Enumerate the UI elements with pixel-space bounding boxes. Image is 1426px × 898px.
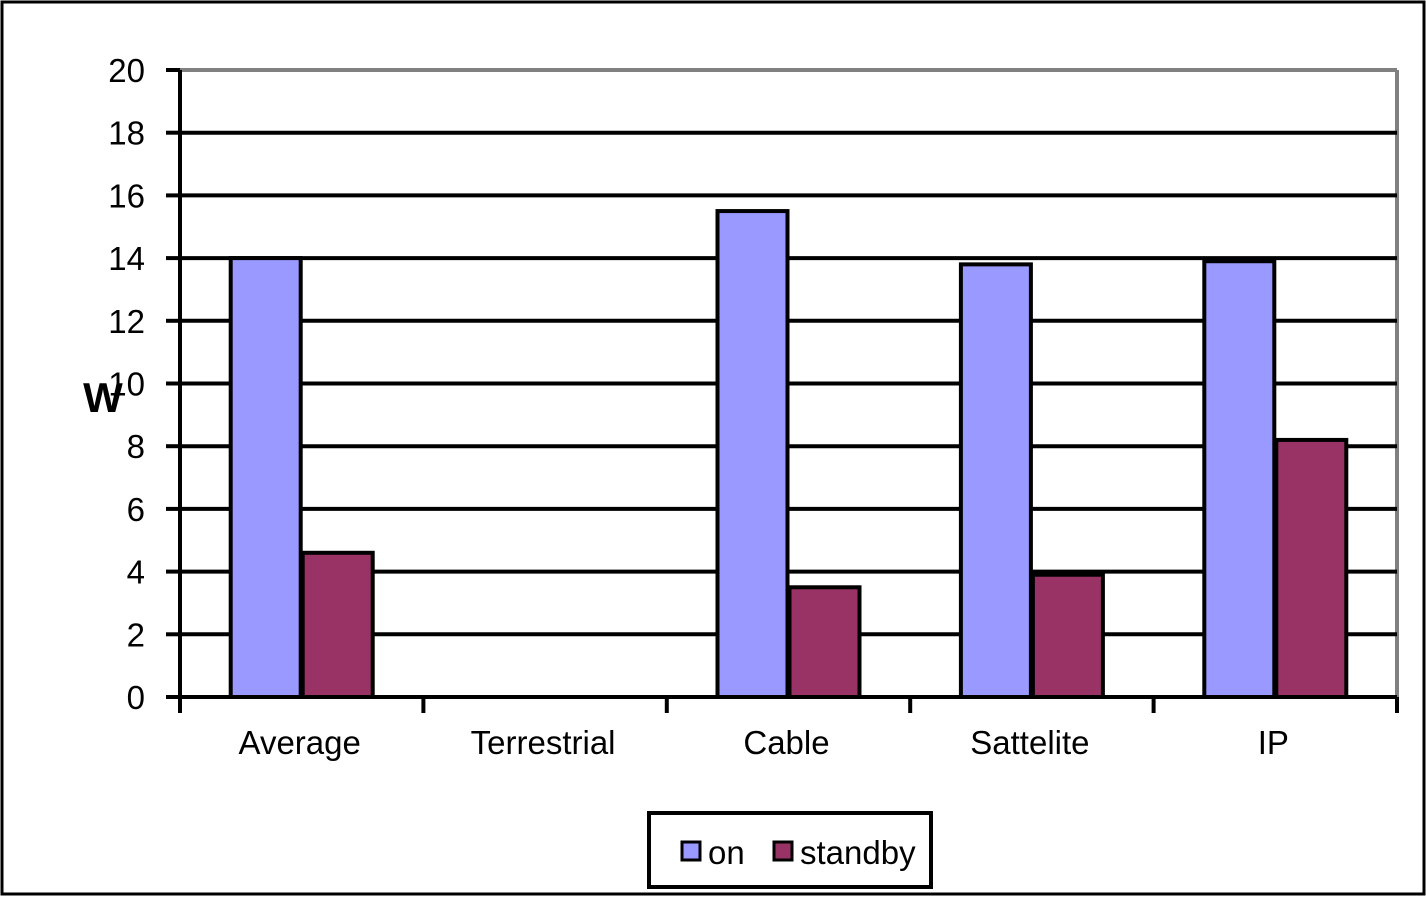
bar-standby-cable [787,585,862,700]
y-tick-labels: 0 2 4 6 8 10 12 14 16 18 20 [108,52,145,716]
bar-standby-sattelite [1030,572,1105,699]
x-tick-label-average: Average [239,724,361,761]
bars [228,209,1349,700]
y-axis-label: W [83,374,123,421]
y-tick-label: 6 [127,491,145,528]
axes [166,68,1399,713]
x-tick-label-cable: Cable [743,724,829,761]
bar-standby-average [300,550,375,699]
legend-swatch-standby [772,840,794,862]
x-tick-label-sattelite: Sattelite [970,724,1089,761]
y-tick-label: 18 [108,115,145,152]
y-tick-label: 16 [108,177,145,214]
bar-standby-ip [1274,437,1349,699]
y-tick-label: 0 [127,679,145,716]
x-tick-label-ip: IP [1258,724,1289,761]
legend: on standby [647,811,933,889]
bar-on-average [228,256,303,699]
y-tick-label: 2 [127,616,145,653]
x-tick-labels: Average Terrestrial Cable Sattelite IP [239,724,1289,761]
x-tick-label-terrestrial: Terrestrial [471,724,616,761]
y-tick-label: 8 [127,428,145,465]
y-tick-label: 12 [108,303,145,340]
y-tick-label: 14 [108,240,145,277]
legend-label-on: on [708,834,745,871]
y-tick-label: 10 [108,366,145,403]
legend-swatch-on [680,840,702,862]
bar-on-cable [715,209,790,699]
bar-on-ip [1202,259,1277,699]
bar-on-sattelite [958,262,1033,699]
legend-label-standby: standby [800,834,916,871]
y-tick-label: 20 [108,52,145,89]
y-tick-label: 4 [127,554,145,591]
